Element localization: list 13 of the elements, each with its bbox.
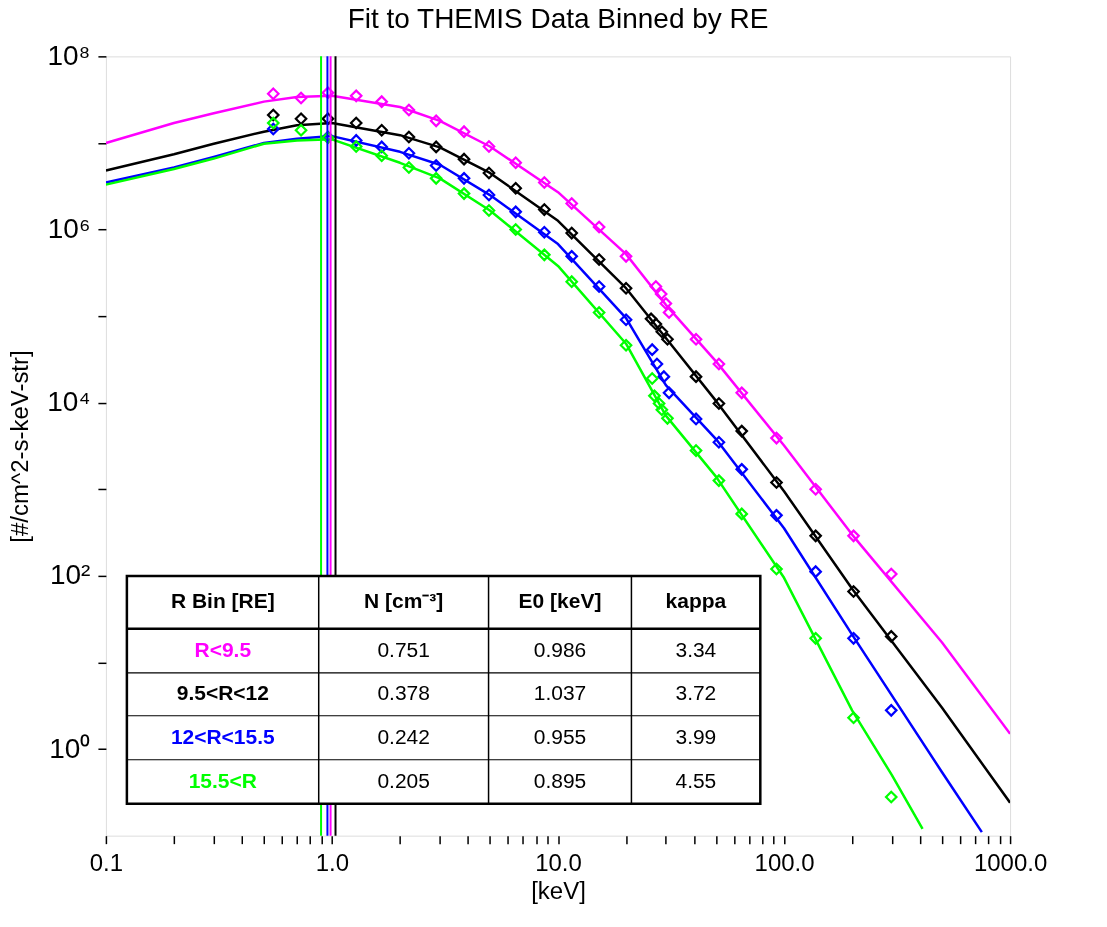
y-axis-title: [#/cm^2-s-keV-str] xyxy=(6,350,34,543)
x-tick-label: 1000.0 xyxy=(973,849,1048,877)
y-tick-label: 10⁶ xyxy=(47,213,91,245)
y-tick-label: 10² xyxy=(49,559,91,591)
y-tick-label: 10⁰ xyxy=(49,732,91,764)
x-tick-label: 1.0 xyxy=(315,849,350,877)
x-tick-label: 10.0 xyxy=(535,849,582,877)
chart-title: Fit to THEMIS Data Binned by RE xyxy=(347,3,769,35)
y-tick-label: 10⁸ xyxy=(47,39,91,71)
x-axis-title: [keV] xyxy=(531,877,586,905)
x-tick-label: 100.0 xyxy=(754,849,815,877)
y-tick-label: 10⁴ xyxy=(47,386,91,418)
text: 0.1 xyxy=(89,849,124,877)
